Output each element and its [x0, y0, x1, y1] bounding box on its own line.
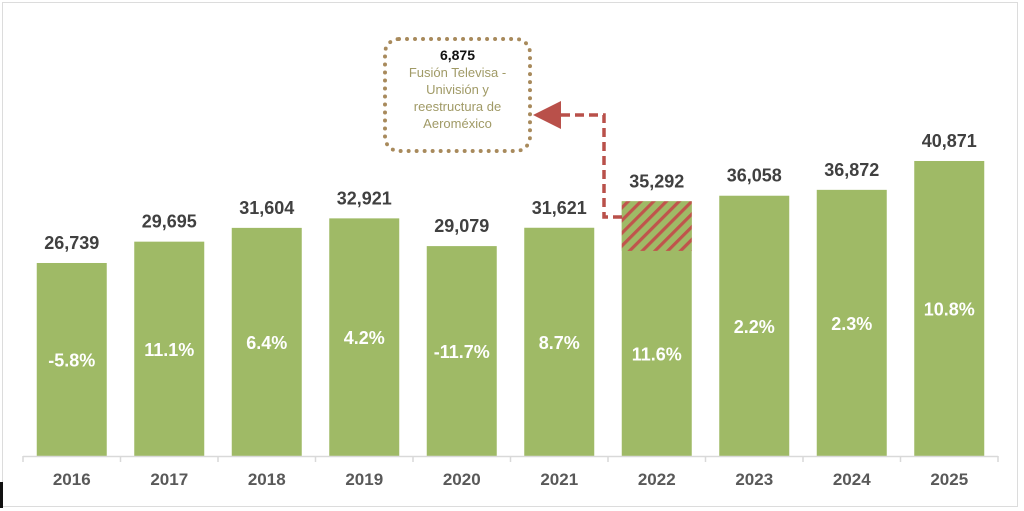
growth-label: 4.2%	[344, 328, 385, 348]
value-label: 32,921	[337, 188, 392, 208]
value-label: 35,292	[629, 171, 684, 191]
value-label: 26,739	[44, 233, 99, 253]
callout-line: reestructura de	[413, 99, 502, 114]
callout-value: 6,875	[439, 47, 476, 63]
bar-2016	[36, 262, 107, 456]
value-label: 36,872	[824, 160, 879, 180]
value-label: 29,695	[142, 212, 197, 232]
x-tick-label: 2022	[638, 470, 676, 489]
growth-label: 11.6%	[632, 344, 682, 364]
bar-2024	[816, 189, 887, 456]
callout-line: Aeroméxico	[423, 116, 492, 131]
value-label: 31,604	[239, 198, 294, 218]
growth-label: 2.2%	[734, 317, 775, 337]
value-label: 40,871	[922, 131, 977, 151]
edge-mark	[0, 482, 3, 508]
callout-box: 6,875 Fusión Televisa - Univisión y rees…	[383, 37, 532, 153]
callout-line: Fusión Televisa -	[408, 65, 507, 80]
bar-2023	[719, 195, 790, 457]
x-tick-label: 2016	[53, 470, 91, 489]
bar-2021	[524, 227, 595, 456]
x-tick-label: 2020	[443, 470, 481, 489]
growth-label: -5.8%	[48, 350, 95, 370]
growth-label: 10.8%	[924, 299, 975, 319]
bar-2017	[134, 241, 205, 456]
bar-2019	[329, 218, 400, 456]
x-tick-label: 2017	[150, 470, 188, 489]
x-tick-label: 2023	[735, 470, 773, 489]
bar-highlight-segment-2022	[621, 201, 692, 251]
x-tick-label: 2024	[833, 470, 871, 489]
bar-2018	[231, 227, 302, 456]
growth-label: 2.3%	[831, 314, 872, 334]
bar-2020	[426, 246, 497, 456]
growth-label: 8.7%	[539, 333, 580, 353]
x-tick-label: 2021	[540, 470, 578, 489]
value-label: 29,079	[434, 216, 489, 236]
bar-2025	[914, 160, 985, 456]
x-tick-label: 2025	[930, 470, 968, 489]
value-label: 36,058	[727, 166, 782, 186]
callout-arrow	[533, 101, 622, 219]
callout-line: Univisión y	[426, 82, 489, 97]
x-tick-label: 2019	[345, 470, 383, 489]
growth-label: 11.1%	[144, 340, 194, 360]
growth-label: 6.4%	[246, 333, 287, 353]
value-label: 31,621	[532, 198, 587, 218]
growth-label: -11.7%	[434, 342, 490, 362]
x-tick-label: 2018	[248, 470, 286, 489]
